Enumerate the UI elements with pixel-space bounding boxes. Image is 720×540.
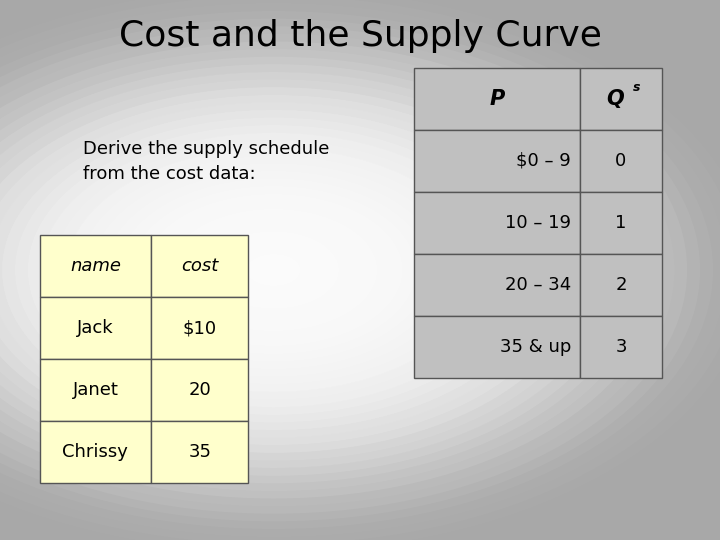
FancyBboxPatch shape <box>40 359 151 421</box>
Ellipse shape <box>248 255 300 285</box>
FancyBboxPatch shape <box>414 68 580 130</box>
Text: 2: 2 <box>616 276 626 294</box>
Ellipse shape <box>67 148 480 392</box>
FancyBboxPatch shape <box>580 68 662 130</box>
Ellipse shape <box>54 140 493 400</box>
Ellipse shape <box>93 164 454 376</box>
Text: Cost and the Supply Curve: Cost and the Supply Curve <box>119 19 601 53</box>
FancyBboxPatch shape <box>580 316 662 378</box>
FancyBboxPatch shape <box>151 297 248 359</box>
FancyBboxPatch shape <box>151 235 248 297</box>
Text: s: s <box>633 81 641 94</box>
FancyBboxPatch shape <box>151 421 248 483</box>
Ellipse shape <box>196 224 351 316</box>
Ellipse shape <box>106 171 441 369</box>
Text: cost: cost <box>181 257 218 275</box>
FancyBboxPatch shape <box>580 130 662 192</box>
FancyBboxPatch shape <box>580 192 662 254</box>
FancyBboxPatch shape <box>580 254 662 316</box>
Ellipse shape <box>0 95 571 445</box>
Text: 20 – 34: 20 – 34 <box>505 276 571 294</box>
Ellipse shape <box>132 186 415 354</box>
Ellipse shape <box>157 201 390 339</box>
Ellipse shape <box>80 156 467 384</box>
Text: 10 – 19: 10 – 19 <box>505 214 571 232</box>
Text: $0 – 9: $0 – 9 <box>516 152 571 170</box>
Ellipse shape <box>222 240 325 300</box>
Ellipse shape <box>28 125 519 415</box>
FancyBboxPatch shape <box>151 359 248 421</box>
FancyBboxPatch shape <box>414 130 580 192</box>
FancyBboxPatch shape <box>414 316 580 378</box>
Ellipse shape <box>145 194 402 346</box>
Text: $10: $10 <box>183 319 217 337</box>
Text: 35: 35 <box>189 443 211 461</box>
Ellipse shape <box>261 262 287 278</box>
Ellipse shape <box>41 133 506 407</box>
Ellipse shape <box>0 26 687 514</box>
Ellipse shape <box>2 110 545 430</box>
Text: Chrissy: Chrissy <box>63 443 128 461</box>
Text: 3: 3 <box>616 338 626 356</box>
Ellipse shape <box>0 103 558 437</box>
Text: 35 & up: 35 & up <box>500 338 571 356</box>
FancyBboxPatch shape <box>40 421 151 483</box>
Ellipse shape <box>0 42 661 498</box>
Ellipse shape <box>170 209 377 331</box>
FancyBboxPatch shape <box>414 254 580 316</box>
FancyBboxPatch shape <box>40 297 151 359</box>
Ellipse shape <box>209 232 338 308</box>
Ellipse shape <box>0 72 610 468</box>
Text: 20: 20 <box>189 381 211 399</box>
Ellipse shape <box>0 79 597 461</box>
Text: 0: 0 <box>616 152 626 170</box>
Ellipse shape <box>0 49 649 491</box>
Text: 1: 1 <box>616 214 626 232</box>
FancyBboxPatch shape <box>414 192 580 254</box>
FancyBboxPatch shape <box>40 235 151 297</box>
Text: Q: Q <box>606 89 624 109</box>
Ellipse shape <box>183 217 364 323</box>
Ellipse shape <box>15 118 532 422</box>
Ellipse shape <box>0 57 636 483</box>
Ellipse shape <box>235 247 312 293</box>
Ellipse shape <box>119 179 428 361</box>
Ellipse shape <box>0 34 674 506</box>
Text: Derive the supply schedule
from the cost data:: Derive the supply schedule from the cost… <box>83 140 329 184</box>
Ellipse shape <box>0 64 623 476</box>
Text: Jack: Jack <box>77 319 114 337</box>
Ellipse shape <box>0 87 584 453</box>
Text: Janet: Janet <box>73 381 118 399</box>
Text: name: name <box>70 257 121 275</box>
Text: P: P <box>489 89 505 109</box>
